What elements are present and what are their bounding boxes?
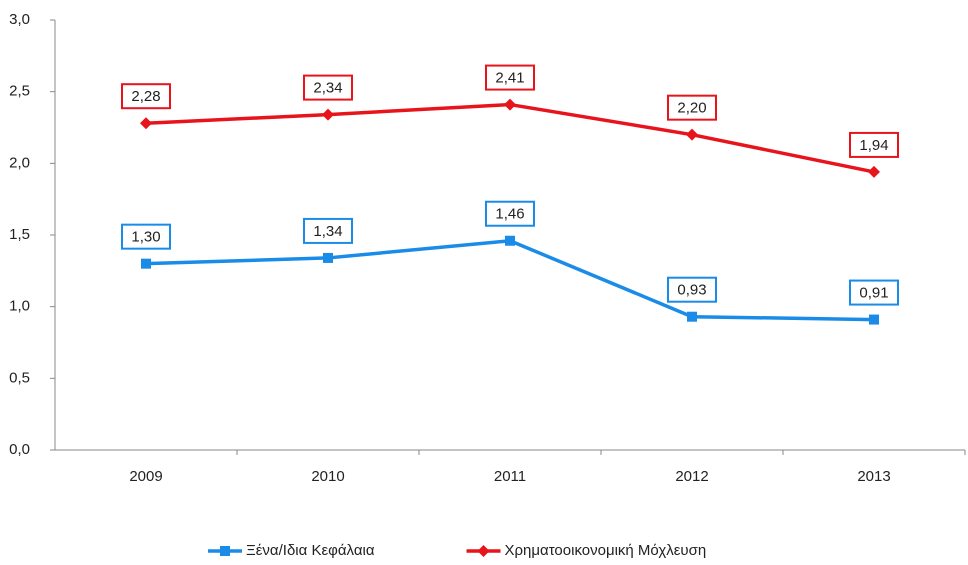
y-tick-label: 3,0 xyxy=(9,11,30,28)
data-point xyxy=(322,108,334,121)
data-point xyxy=(505,235,515,246)
data-point xyxy=(687,311,697,322)
data-point xyxy=(323,252,333,263)
data-label: 2,20 xyxy=(677,100,706,117)
data-label-box xyxy=(667,276,717,303)
x-tick-label: 2011 xyxy=(494,468,526,485)
y-tick-label: 0,5 xyxy=(9,369,30,386)
series-line xyxy=(145,102,875,174)
legend-label: Χρηματοοικονομική Μόχλευση xyxy=(505,542,707,559)
data-label-box xyxy=(121,83,171,110)
data-label-box xyxy=(849,131,899,158)
data-label-box xyxy=(121,223,171,250)
data-label: 0,93 xyxy=(677,282,706,299)
y-tick-label: 1,0 xyxy=(9,298,30,315)
legend-marker xyxy=(477,545,490,557)
data-label: 1,34 xyxy=(313,223,342,240)
data-label: 2,41 xyxy=(495,70,524,87)
legend-label: Ξένα/Ιδια Κεφάλαια xyxy=(246,542,375,559)
y-tick-label: 2,5 xyxy=(9,83,30,100)
data-point xyxy=(686,128,698,141)
y-tick-label: 2,0 xyxy=(9,154,30,171)
x-tick-label: 2013 xyxy=(857,468,890,485)
data-label: 2,28 xyxy=(131,88,160,105)
data-label-box xyxy=(667,94,717,121)
data-point xyxy=(504,98,516,111)
data-point xyxy=(869,314,879,325)
data-point xyxy=(141,258,151,269)
data-label-box xyxy=(303,217,353,244)
x-tick-label: 2012 xyxy=(675,468,708,485)
x-tick-label: 2009 xyxy=(129,468,162,485)
data-label-box xyxy=(303,74,353,101)
y-tick-label: 1,5 xyxy=(9,226,30,243)
data-point xyxy=(140,117,152,130)
data-label: 1,46 xyxy=(495,206,524,223)
data-label: 0,91 xyxy=(859,285,888,302)
data-point xyxy=(868,165,880,178)
data-label: 1,30 xyxy=(131,229,160,246)
y-tick-label: 0,0 xyxy=(9,441,30,458)
data-label-box xyxy=(485,200,535,227)
data-label-box xyxy=(485,64,535,91)
data-label-box xyxy=(849,279,899,306)
data-label: 2,34 xyxy=(313,80,342,97)
data-label: 1,94 xyxy=(859,137,888,154)
legend-marker xyxy=(220,546,230,556)
x-tick-label: 2010 xyxy=(311,468,344,485)
series-line xyxy=(145,238,875,322)
